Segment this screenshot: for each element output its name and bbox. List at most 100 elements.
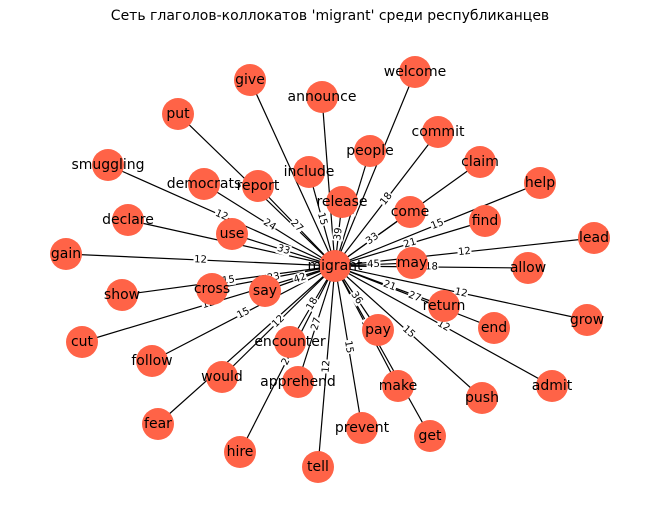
node-allow: allow xyxy=(510,252,546,284)
node-hire: hire xyxy=(224,436,256,468)
node-label-get: get xyxy=(419,428,443,444)
node-label-make: make xyxy=(379,378,417,394)
edge-weight-may: 45 xyxy=(366,258,381,270)
node-circle-make xyxy=(382,370,414,402)
svg-text:18: 18 xyxy=(425,261,438,272)
diagram-title: Сеть глаголов-коллокатов 'migrant' среди… xyxy=(110,8,550,24)
node-label-encounter: encounter xyxy=(254,334,326,350)
svg-text:12: 12 xyxy=(194,254,207,266)
node-label-grow: grow xyxy=(570,312,604,328)
svg-text:39: 39 xyxy=(332,227,344,241)
edge-weight-return: 21 xyxy=(381,277,399,293)
edge-weight-gain: 12 xyxy=(193,253,208,266)
node-circle-migrant xyxy=(319,250,351,282)
edge-weight-democrats: 24 xyxy=(260,216,279,233)
node-migrant: migrant xyxy=(307,250,363,282)
node-return: return xyxy=(423,290,465,322)
node-circle-include xyxy=(293,156,325,188)
node-label-cut: cut xyxy=(71,334,94,350)
node-claim: claim xyxy=(461,146,499,178)
node-circle-claim xyxy=(464,146,496,178)
node-gain: gain xyxy=(50,238,82,270)
node-circle-give xyxy=(234,64,266,96)
edge-weight-apprehend: 27 xyxy=(308,315,324,333)
svg-text:12: 12 xyxy=(320,360,332,374)
node-circle-cross xyxy=(196,273,228,305)
edge-weight-tell: 12 xyxy=(319,359,333,374)
node-push: push xyxy=(465,382,499,414)
node-commit: commit xyxy=(412,116,465,148)
node-circle-may xyxy=(396,247,428,279)
node-label-may: may xyxy=(397,255,428,271)
node-show: show xyxy=(104,279,140,311)
node-put: put xyxy=(162,98,194,130)
node-circle-democrats xyxy=(188,168,220,200)
node-pay: pay xyxy=(362,314,394,346)
node-follow: follow xyxy=(131,345,173,377)
node-label-admit: admit xyxy=(532,378,573,394)
node-circle-admit xyxy=(536,370,568,402)
node-encounter: encounter xyxy=(254,326,326,358)
node-circle-apprehend xyxy=(282,366,314,398)
node-label-migrant: migrant xyxy=(307,258,363,274)
node-cross: cross xyxy=(194,273,230,305)
node-label-would: would xyxy=(201,369,243,385)
svg-text:15: 15 xyxy=(315,211,329,226)
edge-weight-end: 27 xyxy=(406,288,424,304)
node-label-use: use xyxy=(220,226,245,242)
edge-weight-find: 21 xyxy=(401,235,419,251)
node-circle-hire xyxy=(224,436,256,468)
node-label-follow: follow xyxy=(131,353,172,369)
node-circle-put xyxy=(162,98,194,130)
node-label-put: put xyxy=(166,106,190,122)
node-get: get xyxy=(414,420,446,452)
node-label-announce: announce xyxy=(288,89,357,105)
node-release: release xyxy=(316,186,368,218)
node-people: people xyxy=(346,135,394,167)
node-circle-people xyxy=(354,135,386,167)
node-cut: cut xyxy=(66,326,98,358)
edge-weight-include: 15 xyxy=(315,210,330,228)
node-circle-say xyxy=(249,275,281,307)
edge-weight-come: 33 xyxy=(363,230,382,247)
node-circle-come xyxy=(394,196,426,228)
node-label-help: help xyxy=(525,175,555,191)
edge-weight-grow: 12 xyxy=(453,285,470,300)
node-may: may xyxy=(396,247,428,279)
svg-text:12: 12 xyxy=(435,318,451,334)
node-circle-pay xyxy=(362,314,394,346)
svg-text:15: 15 xyxy=(342,340,355,354)
node-announce: announce xyxy=(288,81,357,113)
node-admit: admit xyxy=(532,370,573,402)
node-circle-announce xyxy=(306,81,338,113)
edge-weight-smuggling: 12 xyxy=(213,207,231,223)
node-label-hire: hire xyxy=(227,444,254,460)
node-circle-welcome xyxy=(399,56,431,88)
node-come: come xyxy=(391,196,429,228)
node-circle-commit xyxy=(422,116,454,148)
node-circle-help xyxy=(524,167,556,199)
node-label-gain: gain xyxy=(51,246,81,262)
svg-text:12: 12 xyxy=(458,246,472,258)
node-grow: grow xyxy=(570,304,604,336)
node-label-democrats: democrats xyxy=(167,176,242,192)
svg-text:24: 24 xyxy=(261,217,278,233)
node-label-show: show xyxy=(104,287,140,303)
node-label-apprehend: apprehend xyxy=(260,374,336,390)
node-circle-find xyxy=(469,205,501,237)
node-circle-tell xyxy=(302,451,334,483)
node-find: find xyxy=(469,205,501,237)
node-circle-cut xyxy=(66,326,98,358)
node-circle-get xyxy=(414,420,446,452)
node-apprehend: apprehend xyxy=(260,366,336,398)
node-label-smuggling: smuggling xyxy=(71,157,144,173)
node-label-lead: lead xyxy=(579,230,609,246)
edge-fear xyxy=(157,265,336,425)
node-report: report xyxy=(237,170,280,202)
node-end: end xyxy=(478,312,510,344)
node-welcome: welcome xyxy=(384,56,446,88)
node-give: give xyxy=(234,64,266,96)
node-label-claim: claim xyxy=(461,154,499,170)
node-label-report: report xyxy=(237,178,280,194)
